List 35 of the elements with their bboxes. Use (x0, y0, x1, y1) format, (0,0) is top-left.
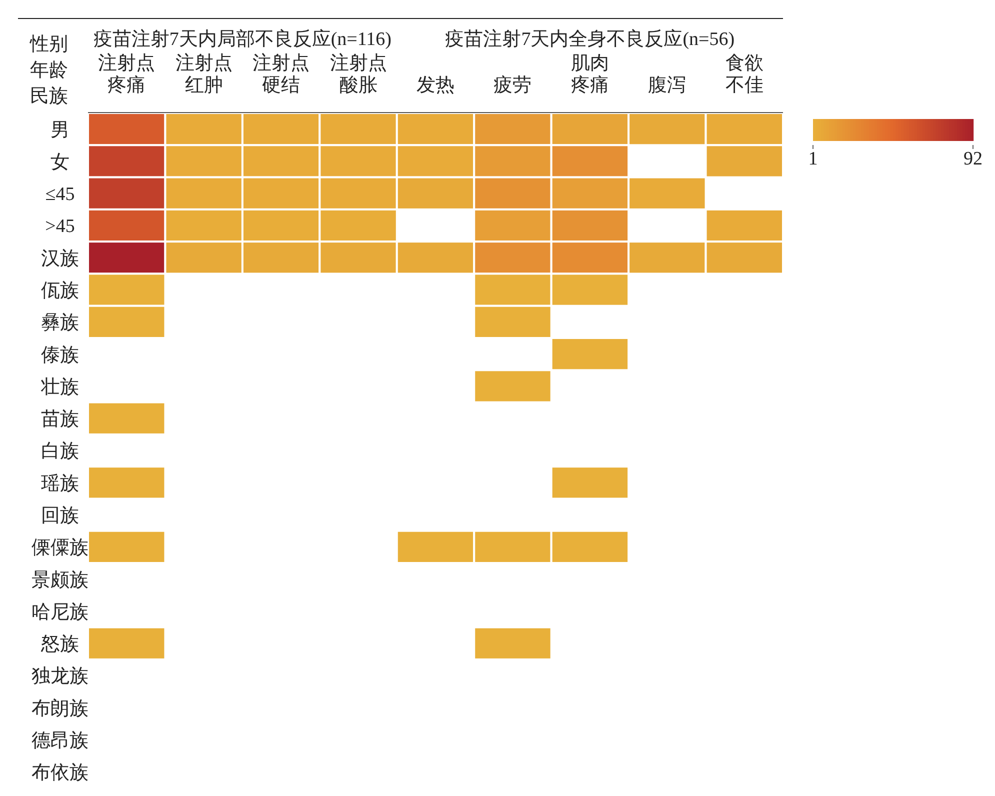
x-tick-label: 发热 (416, 75, 454, 96)
x-tick-label: 注射点酸胀 (330, 52, 387, 96)
text: 疫苗注射7天内局部不良反应(n=116) (92, 28, 393, 52)
y-axis-title: 性别年龄民族 (30, 33, 68, 109)
y-tick-label: 傣族 (41, 344, 79, 366)
y-tick-label: >45 (45, 216, 75, 238)
x-tick-label: 食欲不佳 (725, 53, 764, 96)
y-tick-label: 独龙族 (32, 666, 88, 688)
y-tick-label: 傈僳族 (32, 538, 88, 559)
color-bar-label: 1 (808, 148, 818, 170)
x-tick-label: 注射点硬结 (252, 52, 310, 96)
y-tick-label: 回族 (41, 506, 79, 527)
y-tick-label: 布朗族 (32, 697, 88, 720)
y-tick-label: 瑶族 (41, 473, 79, 494)
color-bar-label: 92 (964, 148, 982, 170)
x-tick-label: 注射点红肿 (175, 52, 232, 96)
y-tick-label: 白族 (41, 441, 79, 462)
y-tick-label: 哈尼族 (32, 602, 88, 623)
x-tick-label: 腹泻 (648, 75, 686, 96)
y-tick-label: 佤族 (41, 280, 79, 302)
x-tick-label: 疲劳 (494, 75, 532, 96)
y-tick-label: 男 (50, 120, 70, 141)
y-tick-label: 景颇族 (32, 570, 88, 591)
y-tick-label: 彝族 (41, 312, 79, 334)
y-tick-label: 怒族 (40, 634, 79, 656)
y-tick-label: 女 (50, 152, 70, 173)
y-tick-label: 汉族 (41, 248, 79, 270)
x-tick-label: 肌肉疼痛 (570, 53, 609, 96)
text: 疫苗注射7天内全身不良反应(n=56) (444, 28, 736, 52)
y-tick-label: 布依族 (32, 762, 88, 784)
y-tick-label: 德昂族 (32, 730, 88, 752)
y-tick-label: ≤45 (45, 184, 75, 206)
x-tick-label: 注射点疼痛 (98, 52, 156, 96)
y-tick-label: 壮族 (40, 376, 79, 398)
y-tick-label: 苗族 (41, 409, 79, 430)
